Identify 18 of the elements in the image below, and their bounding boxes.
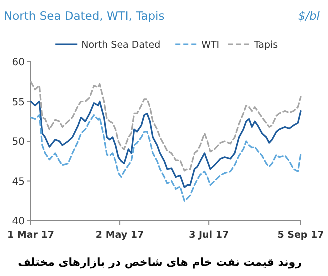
line-series	[30, 100, 302, 188]
y-tick-label: 45	[12, 176, 25, 188]
chart-title: North Sea Dated, WTI, Tapis	[4, 9, 165, 23]
x-tick-label: 2 May 17	[96, 230, 144, 241]
x-tick-label: 3 Jul 17	[189, 230, 230, 241]
text: روند قیمت نفت خام های شاخص در بازارهای مختلف	[18, 256, 302, 269]
legend-label: WTI	[202, 40, 220, 51]
y-tick-label: 50	[12, 137, 25, 148]
x-tick-label: 5 Sep 17	[278, 230, 324, 241]
x-tick-label: 1 Mar 17	[8, 230, 54, 241]
y-tick-label: 55	[12, 97, 25, 108]
legend-label: North Sea Dated	[82, 40, 161, 51]
line-series	[30, 81, 302, 172]
y-tick-label: 40	[12, 216, 25, 228]
y-axis-title: $/bl	[298, 9, 321, 23]
legend-label: Tapis	[253, 40, 278, 51]
y-tick-label: 60	[12, 58, 25, 68]
line-series	[30, 114, 302, 202]
